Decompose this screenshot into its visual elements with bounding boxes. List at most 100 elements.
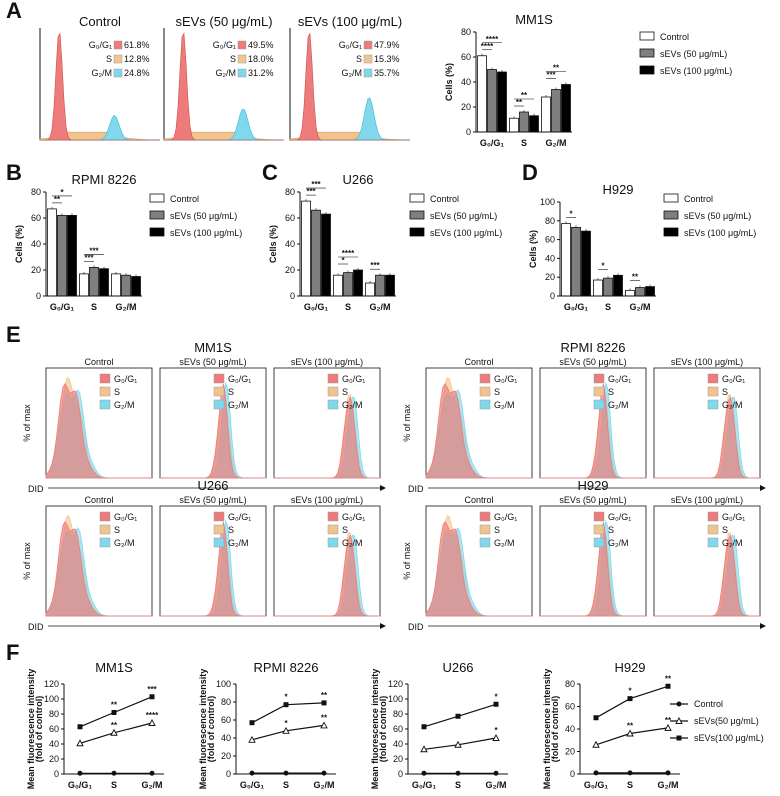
- x-category-label: G₀/G₁: [584, 780, 609, 790]
- phase-overlay-curve: [160, 521, 266, 617]
- histogram-frame: [539, 505, 647, 617]
- phase-overlay-curve: [540, 383, 646, 479]
- legend-swatch: [639, 48, 655, 58]
- group-title: MM1S: [194, 340, 232, 355]
- legend-label: G₂/M: [722, 538, 743, 548]
- y-axis-label: % of max: [402, 404, 412, 442]
- phase-overlay-curve: [425, 382, 532, 479]
- legend-swatch: [149, 193, 165, 203]
- overlay-histogram: [159, 505, 267, 617]
- bar: [551, 89, 561, 133]
- x-category-label: G₂/M: [314, 780, 335, 790]
- y-axis-label: Cells (%): [268, 225, 278, 263]
- bar: [375, 274, 385, 297]
- histogram-frame: [653, 505, 761, 617]
- y-axis-label: (fold of control): [378, 696, 388, 762]
- phase-label: S: [106, 54, 112, 64]
- x-category-label: S: [521, 138, 527, 148]
- data-point: [627, 696, 633, 702]
- significance-mark: *: [569, 210, 573, 219]
- x-axis-label: DID: [408, 622, 424, 632]
- bar: [311, 209, 321, 297]
- panel-letter-d: D: [522, 160, 538, 185]
- legend-label: sEVs(50 μg/mL): [694, 716, 759, 726]
- y-axis-label: % of max: [22, 404, 32, 442]
- legend-swatch: [99, 386, 111, 397]
- y-tick-label: 80: [31, 187, 41, 197]
- legend-label: G₀/G₁: [722, 512, 745, 522]
- legend-label: sEVs (50 μg/mL): [660, 49, 727, 59]
- phase-label: G₂/M: [92, 68, 113, 78]
- data-point: [77, 724, 83, 730]
- significance-mark: **: [516, 98, 523, 107]
- overlay-histogram: [45, 367, 153, 479]
- legend-label: S: [494, 387, 500, 397]
- significance-mark: *: [494, 726, 498, 735]
- bar: [541, 96, 551, 133]
- overlay-histogram: [45, 505, 153, 617]
- phase-percent: 47.9%: [374, 40, 400, 50]
- column-title: sEVs (100 μg/mL): [291, 357, 363, 367]
- phase-swatch: [237, 40, 247, 50]
- x-category-label: S: [111, 780, 117, 790]
- bar: [57, 214, 67, 297]
- y-tick-label: 60: [285, 213, 295, 223]
- significance-mark: ***: [147, 685, 157, 694]
- legend-swatch: [213, 537, 225, 548]
- significance-mark: **: [111, 721, 118, 730]
- data-point: [321, 770, 327, 776]
- x-category-label: G₀/G₁: [304, 302, 329, 312]
- bar: [301, 200, 311, 297]
- y-axis-label: Mean fluorescence intensity: [370, 669, 380, 790]
- legend-label: S: [608, 525, 614, 535]
- x-category-label: S: [455, 780, 461, 790]
- bar: [529, 115, 539, 133]
- data-point: [626, 729, 634, 737]
- legend-swatch: [663, 210, 679, 220]
- y-tick-label: 60: [31, 213, 41, 223]
- bar: [121, 274, 131, 297]
- legend-swatch: [593, 373, 605, 384]
- histogram-title: Control: [79, 14, 121, 29]
- phase-percent: 18.0%: [248, 54, 274, 64]
- column-title: sEVs (100 μg/mL): [291, 495, 363, 505]
- legend-swatch: [479, 524, 491, 535]
- legend-label: G₂/M: [228, 538, 249, 548]
- legend-swatch: [327, 537, 339, 548]
- legend-label: S: [722, 525, 728, 535]
- data-point: [421, 724, 427, 730]
- column-title: sEVs (50 μg/mL): [179, 495, 246, 505]
- y-tick-label: 20: [393, 754, 403, 764]
- y-axis-label: Cells (%): [444, 63, 454, 101]
- data-point: [454, 740, 462, 748]
- y-tick-label: 100: [44, 694, 59, 704]
- overlay-histogram: [425, 505, 533, 617]
- data-point: [455, 770, 461, 776]
- phase-swatch: [113, 40, 123, 50]
- legend-swatch: [479, 386, 491, 397]
- legend-label: G₀/G₁: [494, 374, 517, 384]
- y-tick-label: 100: [216, 679, 231, 689]
- y-tick-label: 40: [31, 239, 41, 249]
- legend-label: S: [114, 525, 120, 535]
- legend-label: G₀/G₁: [342, 374, 365, 384]
- bar: [519, 111, 529, 133]
- y-tick-label: 20: [221, 751, 231, 761]
- x-category-label: S: [627, 780, 633, 790]
- data-point: [283, 770, 289, 776]
- column-title: sEVs (50 μg/mL): [559, 495, 626, 505]
- legend-swatch: [707, 399, 719, 410]
- y-axis-label: % of max: [402, 542, 412, 580]
- legend-label: sEVs (100 μg/mL): [170, 228, 242, 238]
- y-tick-label: 80: [285, 187, 295, 197]
- legend-label: S: [114, 387, 120, 397]
- legend-swatch: [213, 386, 225, 397]
- x-category-label: G₀/G₁: [50, 302, 75, 312]
- phase-label: G₀/G₁: [89, 40, 112, 50]
- phase-label: S: [356, 54, 362, 64]
- y-tick-label: 0: [226, 769, 231, 779]
- legend-label: G₀/G₁: [228, 374, 251, 384]
- legend-swatch: [479, 399, 491, 410]
- legend-label: sEVs (100 μg/mL): [660, 66, 732, 76]
- significance-mark: **: [321, 691, 328, 700]
